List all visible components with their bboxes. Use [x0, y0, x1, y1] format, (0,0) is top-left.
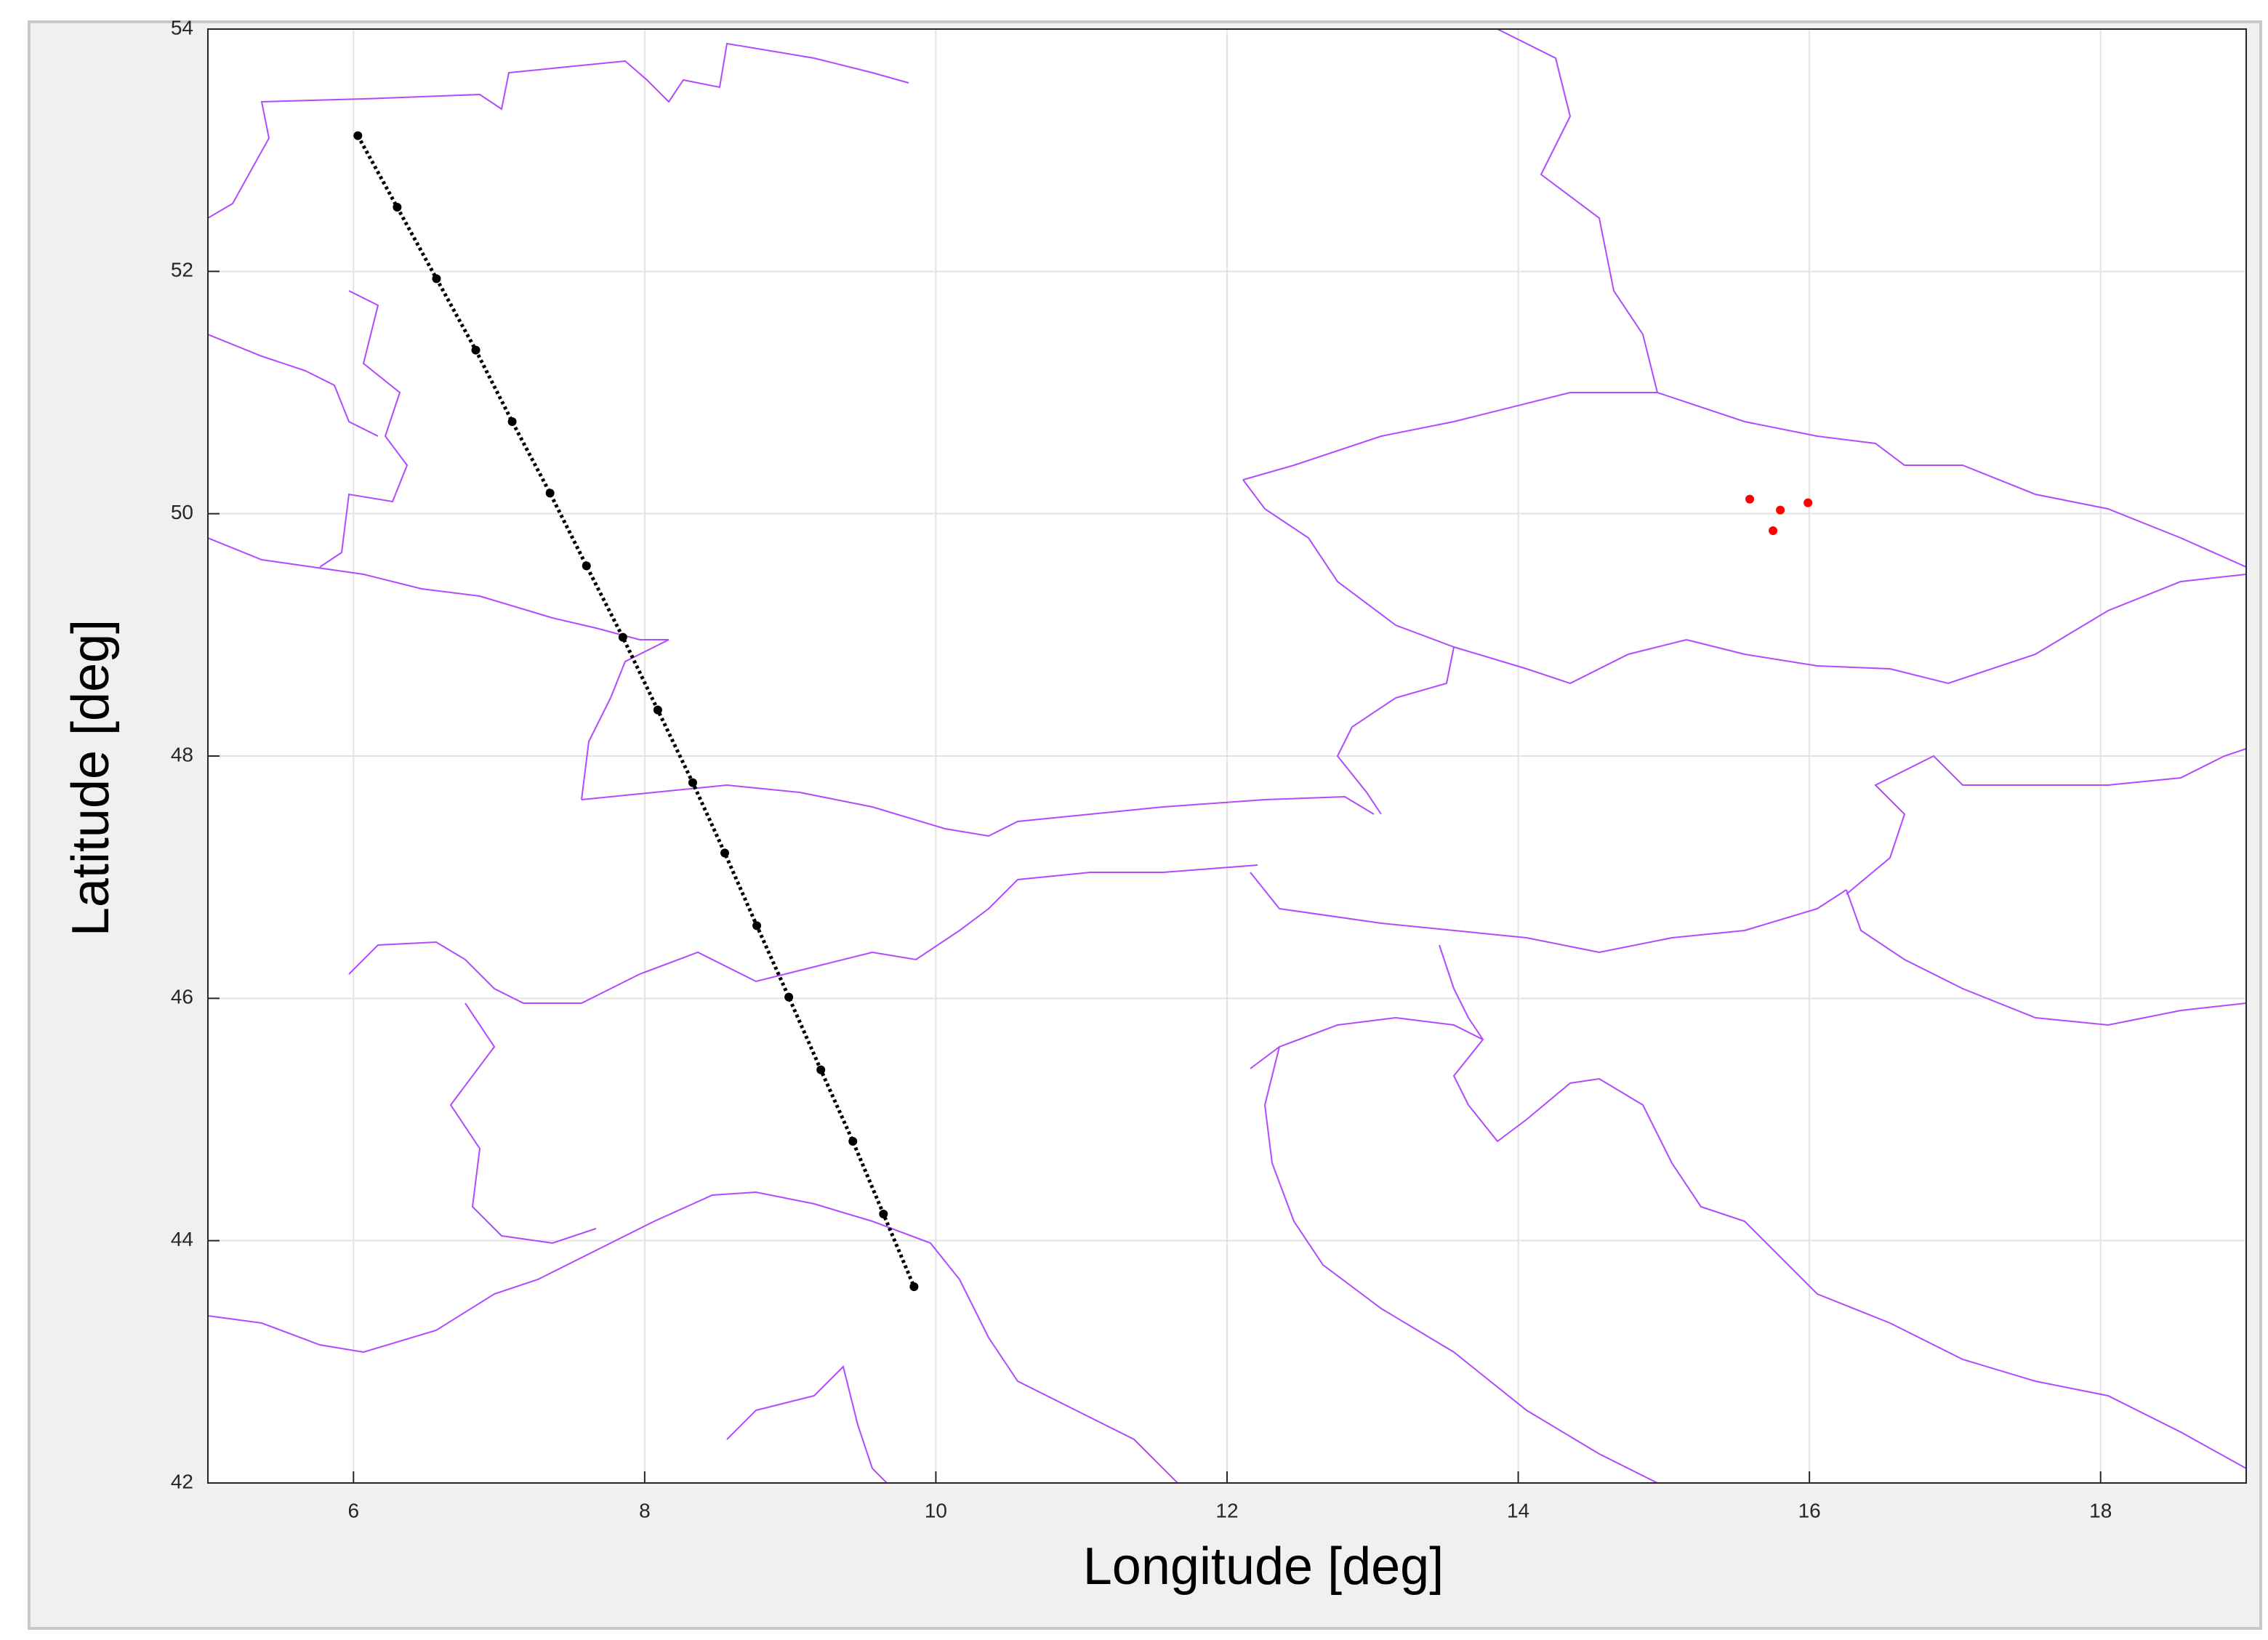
- y-tick-label: 50: [171, 501, 193, 523]
- x-tick-label: 6: [347, 1499, 359, 1522]
- y-tick-label: 52: [171, 259, 193, 281]
- data-point: [720, 848, 730, 858]
- x-tick-label: 14: [1507, 1499, 1529, 1522]
- data-point: [909, 1282, 919, 1291]
- y-tick-label: 44: [171, 1228, 193, 1250]
- x-axis-label: Longitude [deg]: [1083, 1538, 1444, 1596]
- data-point: [688, 778, 697, 787]
- data-point: [816, 1065, 826, 1074]
- data-point: [784, 992, 794, 1002]
- data-layer: [353, 131, 1813, 1291]
- data-point: [353, 131, 363, 140]
- data-point: [1776, 505, 1785, 515]
- data-point: [618, 632, 627, 642]
- data-point: [545, 489, 555, 498]
- x-tick-label: 10: [925, 1499, 947, 1522]
- x-tick-label: 12: [1215, 1499, 1238, 1522]
- data-point: [1769, 526, 1778, 535]
- data-point: [432, 274, 441, 284]
- data-point: [471, 345, 480, 355]
- map-borders: [208, 29, 2246, 1483]
- x-tick-label: 16: [1798, 1499, 1821, 1522]
- y-tick-label: 48: [171, 743, 193, 765]
- data-point: [393, 203, 402, 212]
- data-point: [752, 921, 762, 930]
- y-tick-label: 42: [171, 1470, 193, 1492]
- data-point: [1745, 494, 1755, 504]
- data-point: [653, 705, 662, 715]
- data-point: [848, 1137, 858, 1146]
- data-point: [1803, 498, 1813, 507]
- data-point: [507, 417, 517, 426]
- grid: [208, 28, 2246, 1484]
- data-point: [582, 561, 591, 571]
- y-tick-label: 46: [171, 986, 193, 1008]
- y-tick-label: 54: [171, 16, 193, 39]
- y-axis-label: Latitude [deg]: [62, 619, 120, 936]
- x-tick-label: 8: [639, 1499, 651, 1522]
- data-point: [879, 1210, 888, 1218]
- x-tick-label: 18: [2089, 1499, 2112, 1522]
